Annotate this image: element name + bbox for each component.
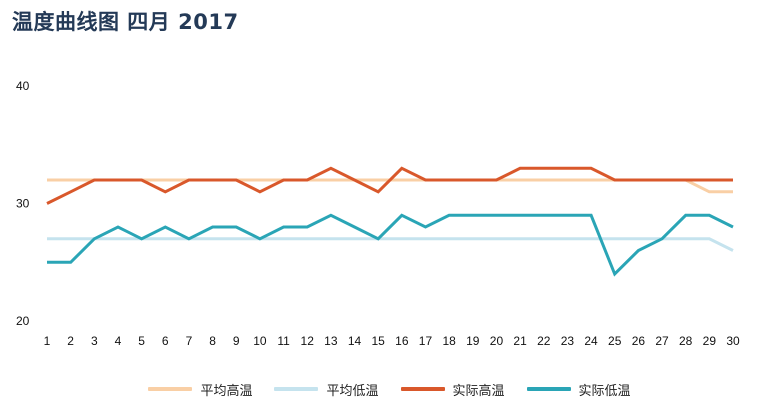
x-tick-label: 10 bbox=[253, 334, 267, 348]
legend-swatch bbox=[274, 387, 319, 391]
x-tick-label: 9 bbox=[233, 334, 240, 348]
legend-item-1: 平均高温 bbox=[148, 380, 252, 399]
y-tick-label: 40 bbox=[16, 79, 30, 93]
x-tick-label: 21 bbox=[513, 334, 527, 348]
legend-swatch bbox=[148, 387, 193, 391]
x-tick-label: 1 bbox=[44, 334, 51, 348]
legend-label: 平均高温 bbox=[200, 383, 253, 399]
x-tick-label: 22 bbox=[537, 334, 551, 348]
x-tick-label: 2 bbox=[67, 334, 74, 348]
x-tick-label: 17 bbox=[419, 334, 433, 348]
x-tick-label: 18 bbox=[442, 334, 456, 348]
legend-label: 平均低温 bbox=[326, 383, 379, 399]
y-tick-label: 30 bbox=[16, 197, 30, 211]
x-tick-label: 20 bbox=[490, 334, 504, 348]
x-tick-label: 23 bbox=[561, 334, 575, 348]
x-tick-label: 29 bbox=[703, 334, 717, 348]
x-tick-label: 4 bbox=[115, 334, 122, 348]
x-tick-label: 27 bbox=[655, 334, 669, 348]
x-tick-label: 5 bbox=[138, 334, 145, 348]
x-axis-ticks: 1 2 3 4 5 6 7 8 9 10 11 12 13 14 15 16 17 18 19 20 21 22 23 24 2… bbox=[44, 334, 740, 348]
y-tick-label: 20 bbox=[16, 314, 30, 328]
legend-item-4: 实际低温 bbox=[526, 380, 631, 399]
legend-swatch bbox=[526, 387, 571, 391]
series-line-4 bbox=[47, 213, 734, 277]
x-tick-label: 25 bbox=[608, 334, 622, 348]
x-tick-label: 14 bbox=[348, 334, 362, 348]
x-tick-label: 19 bbox=[466, 334, 480, 348]
series-line-3 bbox=[46, 166, 733, 205]
x-tick-label: 11 bbox=[277, 334, 290, 348]
x-tick-label: 24 bbox=[584, 334, 598, 348]
legend-swatch bbox=[400, 387, 445, 391]
legend-label: 实际高温 bbox=[452, 383, 505, 399]
x-tick-label: 6 bbox=[162, 334, 169, 348]
x-tick-label: 3 bbox=[91, 334, 98, 348]
legend: 平均高温 平均低温 实际高温 实际低温 bbox=[0, 378, 779, 400]
series-lines bbox=[46, 166, 734, 277]
x-tick-label: 8 bbox=[209, 334, 216, 348]
x-tick-label: 13 bbox=[324, 334, 338, 348]
x-tick-label: 12 bbox=[301, 334, 315, 348]
x-tick-label: 28 bbox=[679, 334, 693, 348]
legend-item-2: 平均低温 bbox=[274, 380, 379, 399]
chart-title: 温度曲线图 四月 2017 bbox=[12, 10, 239, 34]
y-axis-ticks: 20 30 40 bbox=[16, 79, 30, 328]
x-tick-label: 16 bbox=[395, 334, 409, 348]
x-tick-label: 15 bbox=[371, 334, 385, 348]
series-line-2 bbox=[47, 237, 734, 252]
legend-item-3: 实际高温 bbox=[400, 380, 505, 399]
x-tick-label: 26 bbox=[632, 334, 646, 348]
legend-label: 实际低温 bbox=[578, 383, 631, 399]
x-tick-label: 7 bbox=[186, 334, 193, 348]
x-tick-label: 30 bbox=[726, 334, 740, 348]
